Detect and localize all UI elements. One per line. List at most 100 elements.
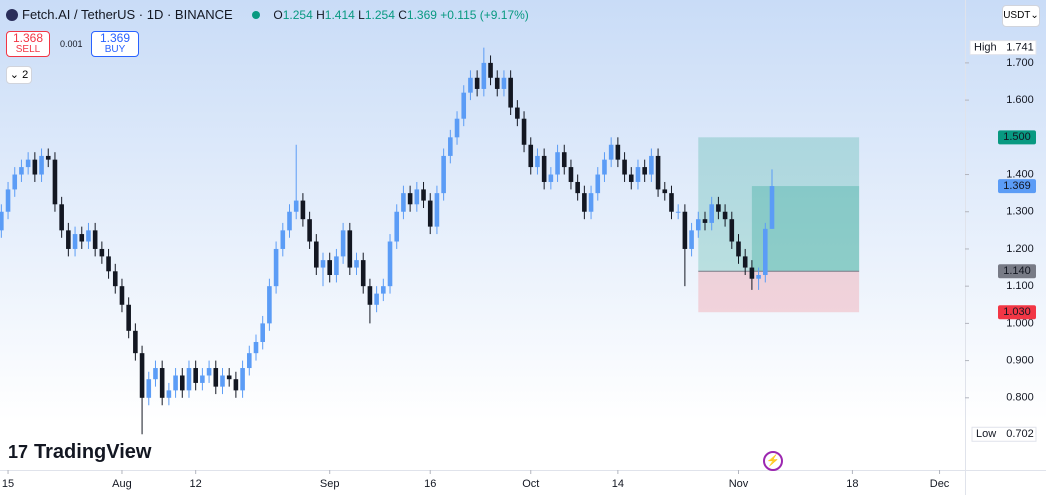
- extreme-value: 0.702: [1006, 428, 1034, 440]
- candle-body: [193, 368, 198, 383]
- candle-body: [320, 260, 326, 268]
- candle-body: [213, 368, 219, 387]
- candle-body: [19, 167, 24, 175]
- buy-button[interactable]: 1.369 BUY: [91, 31, 139, 57]
- sell-button[interactable]: 1.368 SELL: [6, 31, 50, 57]
- candle-body: [66, 230, 71, 249]
- ohlc-value: 1.369: [406, 8, 437, 22]
- sell-label: SELL: [15, 44, 41, 55]
- candle-body: [561, 152, 567, 168]
- currency-select[interactable]: USDT⌄: [1002, 5, 1040, 27]
- spread: 0.001: [60, 39, 83, 49]
- candle-body: [72, 234, 78, 249]
- candle-body: [273, 248, 279, 287]
- candle-body: [474, 77, 480, 89]
- candle-body: [515, 107, 520, 119]
- candle-body: [682, 211, 688, 249]
- candle-body: [246, 353, 252, 369]
- candle-body: [12, 174, 18, 190]
- x-tick-label: Dec: [930, 478, 950, 490]
- candle-body: [628, 174, 634, 182]
- candle-body: [300, 200, 306, 220]
- candle-body: [260, 323, 265, 342]
- candle-body: [146, 379, 152, 398]
- events-icon[interactable]: ⚡: [763, 451, 783, 471]
- x-tick-label: Nov: [729, 478, 749, 490]
- ohlc-value: 1.254: [364, 8, 395, 22]
- candle-body: [541, 155, 547, 182]
- candle-body: [528, 144, 534, 168]
- candle-body: [126, 304, 131, 331]
- candle-body: [595, 174, 601, 194]
- stop-zone: [698, 271, 860, 313]
- candle-body: [334, 256, 339, 276]
- candle-body: [494, 77, 500, 89]
- candle-body: [166, 390, 172, 398]
- candle-body: [106, 256, 111, 272]
- y-tick-label: 1.200: [1006, 243, 1034, 255]
- candle-body: [327, 260, 333, 276]
- candle-body: [293, 200, 299, 212]
- candle-body: [0, 211, 4, 231]
- price-tag: [998, 264, 1036, 279]
- candle-body: [401, 193, 406, 212]
- y-tick-label: 1.600: [1006, 94, 1034, 106]
- candle-body: [742, 256, 748, 268]
- candle-body: [675, 211, 681, 213]
- ohlc-key: O: [273, 8, 283, 22]
- y-tick-label: 1.100: [1006, 280, 1034, 292]
- sell-price: 1.368: [12, 31, 44, 45]
- x-tick-label: 14: [612, 478, 624, 490]
- symbol-title[interactable]: Fetch.AI / TetherUS · 1D · BINANCE: [22, 7, 233, 22]
- extreme-tag: [971, 426, 1037, 442]
- market-status: [252, 11, 261, 19]
- candle-body: [622, 159, 627, 175]
- candle-body: [287, 211, 292, 231]
- candle-body: [5, 189, 11, 212]
- candle-body: [394, 211, 400, 242]
- candle-body: [179, 375, 185, 391]
- candle-body: [253, 341, 259, 354]
- ohlc-change: +0.115 (+9.17%): [440, 8, 529, 22]
- candle-body: [25, 159, 31, 168]
- candle-body: [280, 230, 286, 249]
- x-tick-label: Oct: [522, 478, 539, 490]
- ohlc-key: L: [358, 8, 365, 22]
- candle-body: [749, 267, 755, 279]
- candle-body: [354, 260, 359, 268]
- candle-body: [200, 375, 205, 383]
- candle-body: [112, 271, 118, 287]
- candle-body: [461, 92, 467, 119]
- y-tick-label: 1.000: [1006, 317, 1034, 329]
- price-tag-label: 1.140: [1003, 265, 1031, 277]
- candle-body: [481, 62, 487, 89]
- x-tick-label: 16: [424, 478, 436, 490]
- indicator-count: 2: [22, 69, 29, 81]
- candle-body: [314, 241, 319, 268]
- ohlc-value: 1.254: [282, 8, 313, 22]
- candle-body: [86, 230, 91, 242]
- candle-body: [615, 144, 621, 160]
- indicator-toggle[interactable]: ⌄ 2: [6, 66, 32, 84]
- price-tag-label: 1.369: [1003, 180, 1031, 192]
- brand-icon: 17: [8, 442, 29, 462]
- candle-body: [360, 260, 366, 287]
- candle-body: [454, 118, 460, 138]
- currency: USDT: [1003, 10, 1031, 21]
- candle-body: [548, 174, 554, 182]
- candle-body: [387, 241, 393, 287]
- candle-body: [508, 77, 513, 108]
- candle-body: [709, 204, 714, 223]
- candle-body: [716, 204, 721, 212]
- candle-body: [448, 137, 453, 156]
- price-tag: [998, 305, 1036, 320]
- candle-body: [52, 159, 58, 205]
- candle-body: [695, 219, 701, 231]
- candle-body: [434, 193, 440, 227]
- buy-label: BUY: [104, 44, 126, 55]
- price-tag-label: 1.030: [1003, 306, 1031, 318]
- x-tick-label: 15: [2, 478, 14, 490]
- price-tag: [998, 130, 1036, 145]
- ohlc-key: C: [398, 8, 407, 22]
